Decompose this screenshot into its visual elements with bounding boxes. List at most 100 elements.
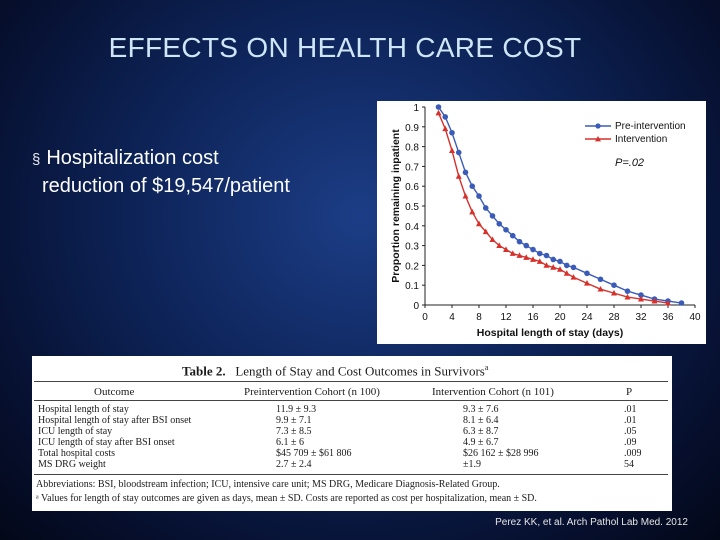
data-point-pre-intervention [469, 183, 476, 189]
data-point-pre-intervention [523, 242, 530, 249]
data-point-intervention [543, 262, 550, 268]
data-point-pre-intervention [462, 169, 469, 176]
data-point-intervention [584, 280, 590, 286]
cell-outcome: ICU length of stay [38, 426, 113, 437]
data-point-pre-intervention [597, 276, 604, 283]
table-title-sup: a [484, 363, 489, 372]
x-tick-label: 28 [608, 312, 620, 323]
x-tick-label: 40 [689, 312, 701, 323]
x-tick-label: 12 [500, 312, 512, 323]
table-row: Hospital length of stay 11.9 ± 9.3 9.3 ±… [38, 404, 666, 415]
data-point-intervention [557, 266, 563, 272]
data-point-pre-intervention [503, 226, 509, 233]
x-tick-label: 24 [581, 312, 593, 323]
cell-outcome: Total hospital costs [38, 448, 116, 459]
bullet-point: § Hospitalization cost reduction of $19,5… [32, 145, 372, 199]
data-point-intervention [489, 236, 496, 243]
chart-svg: 0 0.1 0.2 0.3 0.4 0.5 0.6 0.7 0.8 0.9 1 0 4 8 12 16 20 24… [390, 103, 701, 339]
cell-p: .05 [624, 426, 637, 437]
data-point-intervention [570, 274, 577, 280]
legend-marker-intervention [595, 136, 601, 142]
data-point-pre-intervention [570, 264, 577, 271]
data-point-intervention [624, 293, 631, 300]
data-point-intervention [550, 264, 557, 270]
series-line-intervention [437, 112, 669, 304]
cell-pre: 9.9 ± 7.1 [276, 415, 312, 426]
table-title: Table 2. Length of Stay and Cost Outcome… [182, 363, 488, 379]
data-point-intervention [482, 228, 489, 235]
table-rule-header [34, 400, 668, 401]
cell-p: 54 [624, 459, 634, 470]
data-point-pre-intervention [435, 104, 442, 110]
table-row: Total hospital costs $45 709 ± $61 806 $… [38, 448, 666, 459]
cell-intervention: 8.1 ± 6.4 [463, 415, 499, 426]
x-tick-label: 20 [554, 312, 566, 323]
cell-pre: 6.1 ± 6 [276, 437, 304, 448]
cell-p: .01 [624, 415, 637, 426]
cell-pre: 2.7 ± 2.4 [276, 459, 312, 470]
header-outcome: Outcome [94, 386, 135, 398]
table-footnote-values: ᵃ Values for length of stay outcomes are… [36, 493, 537, 504]
data-point-intervention [651, 297, 658, 304]
slide-title: EFFECTS ON HEALTH CARE COST [108, 32, 582, 63]
x-tick-label: 8 [476, 312, 482, 323]
table-rule-top [34, 381, 668, 382]
data-point-intervention [516, 252, 523, 258]
table-title-prefix: Table 2. [182, 363, 226, 379]
header-intervention: Intervention Cohort (n 101) [432, 386, 554, 398]
cell-outcome: Hospital length of stay after BSI onset [38, 415, 192, 426]
data-point-pre-intervention [678, 300, 685, 306]
x-tick-label: 32 [635, 312, 647, 323]
y-tick-label: 0.7 [405, 162, 419, 173]
data-point-intervention [563, 270, 570, 276]
data-point-intervention [442, 125, 449, 132]
cell-p: .09 [624, 437, 637, 448]
y-tick-label: 0.3 [405, 242, 419, 253]
y-tick-label: 1 [413, 103, 419, 114]
y-tick-label: 0.9 [405, 123, 419, 134]
data-point-intervention [638, 295, 644, 302]
y-tick-label: 0.4 [405, 222, 419, 233]
cell-pre: 11.9 ± 9.3 [276, 404, 317, 415]
x-tick-label: 36 [662, 312, 674, 323]
data-point-pre-intervention [611, 282, 617, 288]
data-point-intervention [509, 250, 516, 256]
data-point-pre-intervention [449, 129, 455, 136]
table-rule-bottom [34, 474, 668, 475]
data-point-intervention [469, 208, 476, 215]
data-point-pre-intervention [543, 252, 550, 259]
table-row: MS DRG weight 2.7 ± 2.4 ±1.9 54 [38, 459, 666, 470]
cell-intervention: 6.3 ± 8.7 [463, 426, 499, 437]
data-point-pre-intervention [638, 292, 644, 298]
data-point-intervention [611, 289, 617, 296]
y-tick-label: 0.2 [405, 261, 419, 272]
cell-intervention: ±1.9 [463, 459, 481, 470]
y-tick-label: 0.6 [405, 182, 419, 193]
data-point-pre-intervention [584, 270, 590, 277]
data-point-intervention [496, 242, 503, 248]
header-p: P [626, 386, 633, 398]
data-point-intervention [665, 299, 671, 306]
table-row: Hospital length of stay after BSI onset … [38, 415, 666, 426]
y-tick-label: 0.1 [405, 281, 419, 292]
header-preintervention: Preintervention Cohort (n 100) [244, 386, 380, 398]
cell-outcome: ICU length of stay after BSI onset [38, 437, 175, 448]
data-point-intervention [462, 192, 469, 199]
y-tick-label: 0.5 [405, 202, 419, 213]
cell-intervention: 9.3 ± 7.6 [463, 404, 499, 415]
data-point-pre-intervention [489, 213, 496, 219]
y-axis-label: Proportion remaining inpatient [390, 129, 402, 283]
cell-pre: $45 709 ± $61 806 [276, 448, 352, 459]
x-tick-label: 4 [449, 312, 455, 323]
table-row: ICU length of stay after BSI onset 6.1 ±… [38, 437, 666, 448]
data-point-pre-intervention [536, 250, 543, 257]
chart-legend: Pre-intervention Intervention P=.02 [585, 121, 686, 169]
y-tick-label: 0 [413, 301, 419, 312]
bullet-line-2: reduction of $19,547/patient [42, 175, 290, 197]
cell-intervention: $26 162 ± $28 996 [463, 448, 539, 459]
x-tick-label: 16 [527, 312, 539, 323]
legend-marker-pre-intervention [595, 123, 601, 129]
data-point-intervention [536, 258, 543, 264]
data-point-pre-intervention [496, 221, 503, 227]
data-point-pre-intervention [530, 246, 536, 253]
